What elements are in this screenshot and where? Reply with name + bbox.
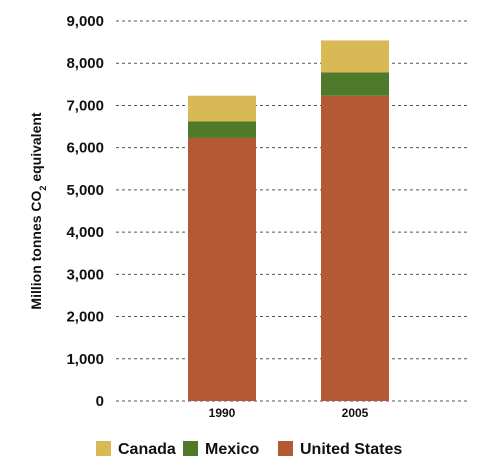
bar-united-states-2005 [321, 95, 389, 401]
y-tick-label: 9,000 [66, 13, 104, 30]
legend-swatch-united-states [278, 441, 293, 456]
legend: Canada Mexico United States [96, 441, 402, 458]
bar-united-states-1990 [188, 137, 256, 401]
y-tick-label: 3,000 [66, 266, 104, 283]
y-axis-ticks: 0 1,000 2,000 3,000 4,000 5,000 6,000 7,000 8,00… [66, 13, 104, 410]
legend-label: United States [300, 441, 402, 458]
gridlines [116, 20, 470, 402]
y-tick-label: 1,000 [66, 351, 104, 368]
legend-label: Mexico [205, 441, 259, 458]
x-tick-label: 2005 [342, 406, 369, 420]
bar-mexico-1990 [188, 121, 256, 138]
bar-mexico-2005 [321, 72, 389, 96]
legend-item-united-states: United States [278, 441, 402, 458]
legend-item-canada: Canada [96, 441, 176, 458]
y-tick-label: 0 [96, 393, 104, 410]
y-axis-label-group: Million tonnes CO2 equivalent [28, 112, 48, 309]
bars [188, 40, 389, 401]
y-tick-label: 2,000 [66, 309, 104, 326]
y-tick-label: 8,000 [66, 55, 104, 72]
y-axis-label-main: Million tonnes CO [28, 190, 44, 309]
legend-swatch-mexico [183, 441, 198, 456]
y-tick-label: 7,000 [66, 97, 104, 114]
bar-canada-1990 [188, 95, 256, 122]
y-axis-label-tail: equivalent [28, 112, 44, 185]
y-axis-label-subscript: 2 [38, 186, 48, 191]
y-axis-label: Million tonnes CO2 equivalent [28, 112, 48, 309]
y-tick-label: 5,000 [66, 182, 104, 199]
legend-label: Canada [118, 441, 176, 458]
legend-item-mexico: Mexico [183, 441, 259, 458]
x-tick-label: 1990 [209, 406, 236, 420]
y-tick-label: 4,000 [66, 224, 104, 241]
bar-canada-2005 [321, 40, 389, 73]
x-axis-ticks: 1990 2005 [209, 406, 369, 420]
y-tick-label: 6,000 [66, 140, 104, 157]
legend-swatch-canada [96, 441, 111, 456]
